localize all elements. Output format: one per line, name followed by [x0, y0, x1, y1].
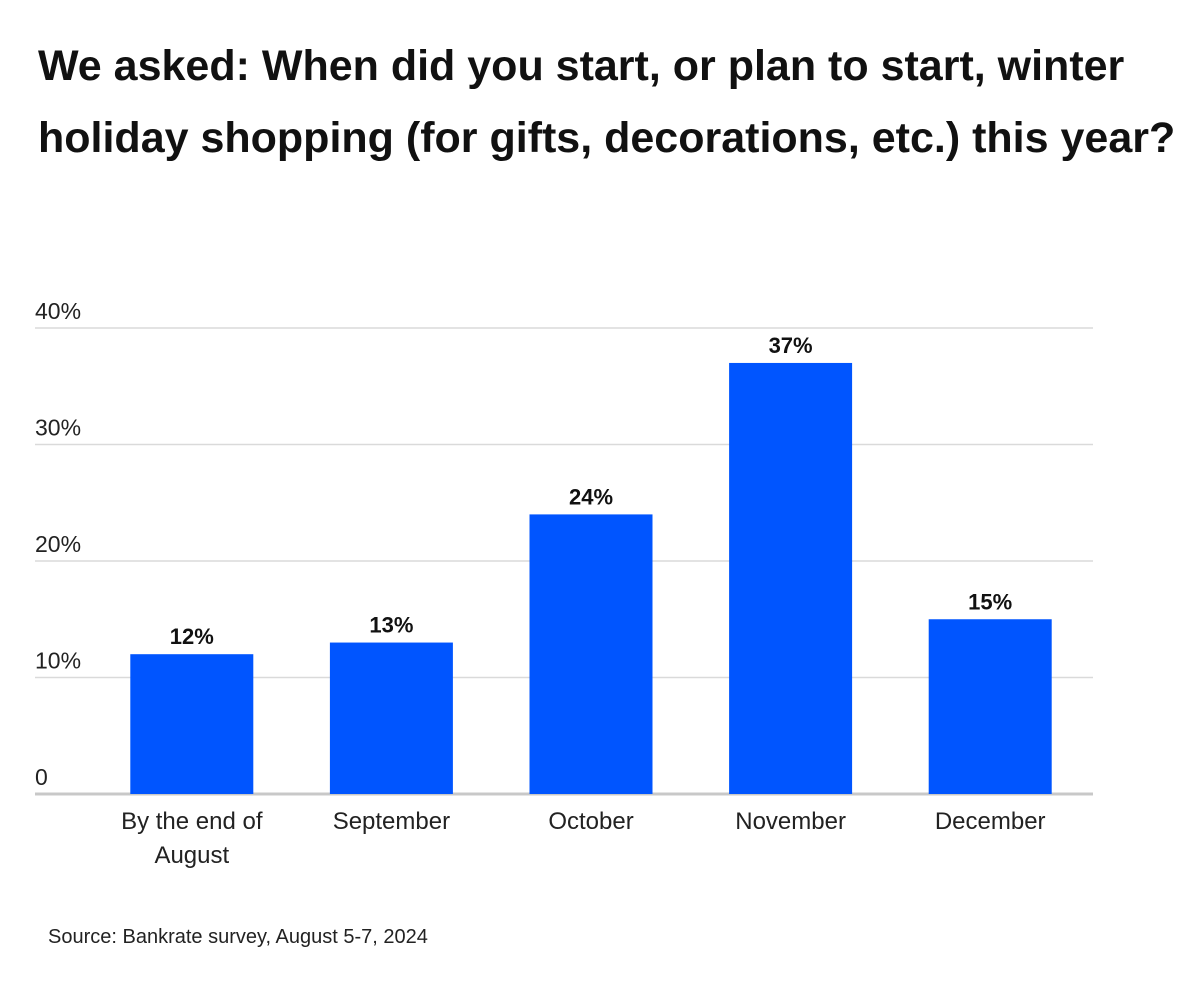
x-tick-label: October — [548, 808, 633, 835]
x-tick-label: December — [935, 808, 1046, 835]
x-tick-label: September — [333, 808, 450, 835]
bar — [529, 514, 653, 794]
bar — [329, 642, 453, 794]
chart-title: We asked: When did you start, or plan to… — [38, 42, 1176, 162]
y-tick-label: 30% — [35, 415, 81, 441]
x-tick-label: November — [735, 808, 846, 835]
bar — [130, 654, 254, 794]
y-tick-label: 10% — [35, 648, 81, 674]
x-axis-ticks: By the end of August September October Novem… — [121, 808, 1045, 869]
y-tick-label: 0 — [35, 764, 48, 790]
data-label: 37% — [769, 333, 813, 358]
data-label: 12% — [170, 624, 214, 649]
data-labels: 12% 13% 24% 37% 15% — [170, 333, 1012, 649]
y-tick-label: 20% — [35, 531, 81, 557]
bars — [130, 362, 1052, 794]
x-tick-label: By the end of August — [121, 808, 263, 869]
bar — [928, 619, 1052, 794]
y-axis-ticks: 0 10% 20% 30% 40% — [35, 298, 81, 790]
data-label: 15% — [968, 589, 1012, 614]
y-tick-label: 40% — [35, 298, 81, 324]
source-note: Source: Bankrate survey, August 5-7, 202… — [48, 926, 428, 948]
bar — [729, 362, 853, 794]
data-label: 24% — [569, 484, 613, 509]
data-label: 13% — [369, 613, 413, 638]
